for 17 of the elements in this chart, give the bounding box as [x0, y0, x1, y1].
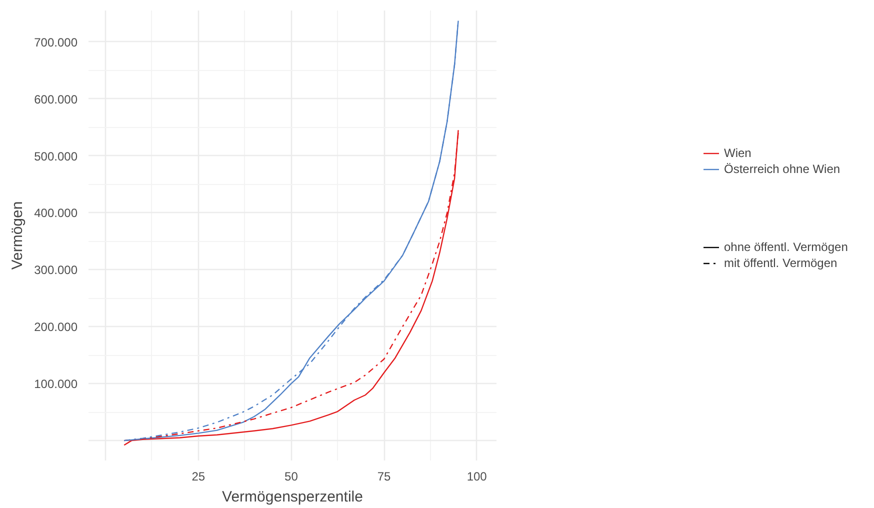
y-tick-label: 400.000	[34, 206, 78, 220]
x-tick-label: 75	[377, 470, 392, 484]
legend-label: Wien	[724, 146, 752, 160]
y-tick-label: 500.000	[34, 149, 78, 164]
x-tick-label: 25	[192, 470, 206, 484]
y-axis-title: Vermögen	[9, 201, 26, 270]
legend-label: Österreich ohne Wien	[724, 162, 840, 176]
x-tick-label: 100	[466, 470, 488, 484]
y-tick-label: 300.000	[34, 263, 78, 278]
y-tick-label: 700.000	[34, 35, 78, 50]
text: mit öffentl. Vermögen	[724, 256, 838, 270]
x-tick-label: 50	[284, 470, 298, 484]
y-tick-label: 600.000	[34, 92, 78, 106]
y-tick-label: 100.000	[34, 377, 78, 392]
text: ohne öffentl. Vermögen	[724, 240, 848, 254]
x-axis-title: Vermögensperzentile	[222, 488, 363, 506]
y-tick-label: 200.000	[34, 320, 78, 334]
